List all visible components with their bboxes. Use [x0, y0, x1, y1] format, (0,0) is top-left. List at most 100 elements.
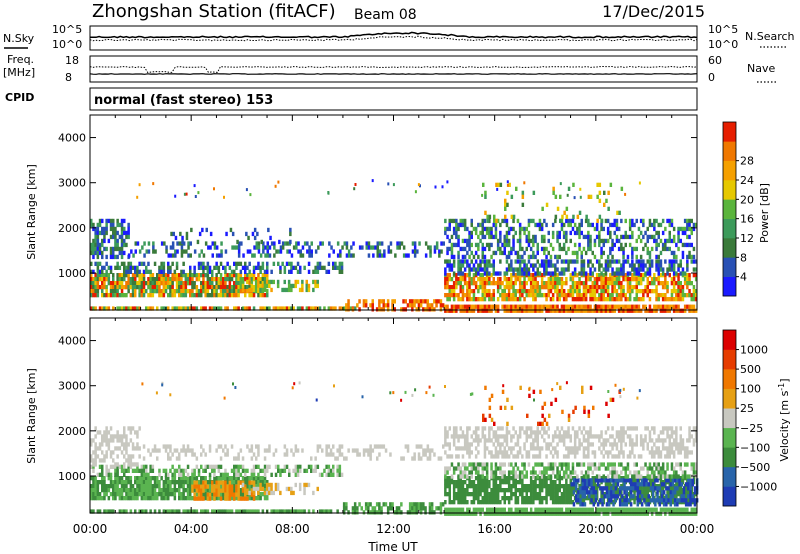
echo-cell: [208, 484, 212, 489]
echo-cell: [536, 507, 539, 512]
echo-cell: [455, 222, 458, 228]
echo-cell: [307, 261, 311, 266]
echo-cell: [147, 472, 150, 477]
echo-cell: [477, 507, 480, 512]
echo-cell: [527, 254, 531, 260]
echo-cell: [472, 254, 476, 260]
echo-cell: [646, 488, 649, 493]
echo-cell: [611, 285, 614, 290]
echo-cell: [499, 230, 502, 236]
echo-cell: [609, 484, 612, 489]
echo-cell: [505, 254, 509, 260]
echo-cell: [98, 218, 102, 224]
echo-cell: [540, 496, 544, 501]
echo-cell: [527, 259, 531, 264]
echo-cell: [195, 480, 199, 485]
echo-cell: [270, 241, 274, 246]
echo-cell: [536, 267, 539, 272]
echo-cell: [270, 279, 273, 285]
echo-cell: [571, 511, 575, 516]
echo-cell: [593, 267, 597, 272]
echo-cell: [470, 304, 473, 309]
echo-cell: [481, 246, 484, 252]
echo-cell: [661, 293, 665, 298]
echo-cell: [516, 289, 520, 294]
echo-cell: [457, 297, 460, 302]
echo-cell: [165, 245, 168, 250]
echo-cell: [692, 293, 696, 298]
echo-cell: [92, 496, 95, 501]
echo-cell: [448, 507, 451, 512]
echo-cell: [351, 448, 355, 453]
echo-cell: [646, 277, 649, 282]
echo-cell: [527, 234, 531, 240]
echo-cell: [134, 281, 137, 286]
echo-cell: [578, 246, 581, 252]
echo-cell: [679, 271, 682, 276]
echo-cell: [452, 293, 456, 298]
echo-cell: [259, 269, 262, 274]
echo-cell: [383, 253, 386, 258]
echo-cell: [521, 500, 524, 505]
echo-cell: [127, 234, 130, 240]
echo-cell: [540, 226, 544, 232]
echo-cell: [551, 281, 555, 286]
echo-cell: [237, 484, 240, 489]
echo-cell: [536, 285, 539, 290]
echo-cell: [197, 484, 201, 489]
echo-cell: [692, 226, 696, 232]
echo-cell: [329, 452, 333, 457]
echo-cell: [562, 496, 566, 501]
echo-cell: [459, 289, 462, 294]
echo-cell: [186, 476, 190, 481]
echo-cell: [472, 267, 476, 272]
echo-cell: [558, 293, 561, 298]
echo-cell: [470, 234, 473, 240]
echo-cell: [90, 250, 93, 256]
echo-cell: [609, 297, 612, 302]
echo-cell: [505, 285, 509, 290]
echo-cell: [321, 509, 324, 514]
echo-cell: [424, 448, 427, 453]
echo-cell: [226, 492, 229, 497]
echo-cell: [259, 253, 263, 258]
echo-cell: [538, 476, 542, 481]
echo-cell: [446, 234, 449, 240]
echo-cell: [233, 306, 236, 311]
echo-cell: [501, 250, 504, 256]
echo-cell: [134, 269, 137, 274]
cpid-panel: CPID normal (fast stereo) 153: [5, 87, 698, 111]
echo-cell: [356, 452, 359, 457]
echo-cell: [369, 510, 372, 515]
echo-cell: [261, 476, 265, 481]
echo-cell: [534, 492, 537, 497]
echo-cell: [109, 434, 113, 439]
echo-cell: [336, 464, 339, 469]
echo-cell: [408, 299, 412, 304]
echo-cell: [164, 468, 168, 473]
echo-cell: [496, 242, 500, 248]
echo-cell: [576, 259, 579, 264]
echo-cell: [446, 263, 449, 268]
echo-cell: [505, 238, 509, 244]
echo-cell: [160, 289, 163, 294]
echo-cell: [217, 306, 221, 311]
echo-cell: [571, 308, 575, 313]
echo-cell: [228, 484, 232, 489]
echo-cell: [589, 304, 592, 309]
echo-cell: [516, 254, 520, 260]
echo-cell: [611, 254, 614, 260]
echo-cell: [551, 263, 555, 268]
echo-cell: [534, 297, 537, 302]
echo-cell: [362, 448, 366, 453]
echo-cell: [450, 267, 454, 272]
echo-cell: [442, 241, 445, 246]
echo-cell: [178, 273, 181, 278]
echo-cell: [329, 306, 333, 311]
echo-cell: [248, 480, 251, 485]
echo-cell: [245, 188, 248, 192]
echo-cell: [562, 297, 566, 302]
echo-cell: [540, 273, 544, 278]
echo-cell: [191, 273, 194, 278]
echo-cell: [393, 510, 396, 515]
